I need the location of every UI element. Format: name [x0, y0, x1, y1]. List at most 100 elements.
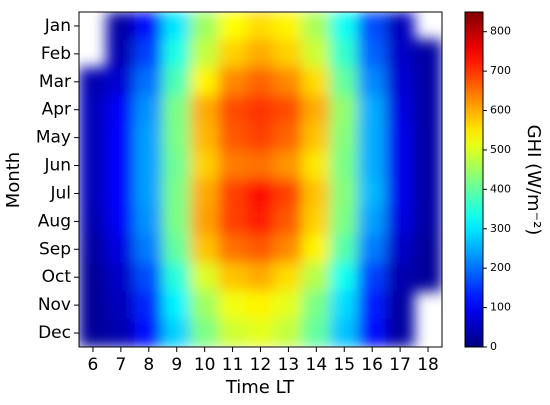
heatmap-cell [385, 179, 415, 208]
heatmap-cell [162, 95, 192, 125]
heatmap-cell [413, 67, 442, 97]
heatmap-cell [357, 206, 387, 236]
heatmap-cell [218, 12, 248, 41]
heatmap-cell [413, 39, 442, 69]
heatmap-cell [79, 206, 108, 236]
heatmap-cell [385, 151, 415, 180]
heatmap-cell [79, 234, 108, 264]
heatmap-cell [357, 123, 387, 153]
heatmap-cell [301, 179, 331, 208]
y-tick-label: Dec [38, 323, 71, 343]
colorbar-tick-label: 500 [490, 143, 511, 156]
heatmap-cell [301, 262, 331, 292]
heatmap-cell [357, 151, 387, 180]
heatmap-cell [79, 318, 108, 347]
heatmap-cell [79, 67, 108, 97]
heatmap-cell [162, 234, 192, 264]
heatmap-cell [385, 95, 415, 125]
heatmap-cell [190, 95, 220, 125]
colorbar-tick-label: 800 [490, 25, 511, 38]
heatmap-cell [246, 318, 275, 347]
y-tick-label: Jan [44, 16, 71, 36]
y-tick-label: Jun [43, 156, 71, 176]
heatmap-cell [106, 123, 136, 153]
heatmap [79, 12, 442, 347]
heatmap-cell [246, 234, 275, 264]
heatmap-cell [162, 290, 192, 320]
heatmap-cell [301, 39, 331, 69]
heatmap-cell [134, 318, 164, 347]
heatmap-cell [301, 67, 331, 97]
heatmap-cell [273, 95, 303, 125]
x-axis-label: Time LT [225, 377, 295, 398]
heatmap-cell [329, 67, 359, 97]
heatmap-cell [162, 151, 192, 180]
heatmap-cell [190, 318, 220, 347]
heatmap-cell [162, 67, 192, 97]
heatmap-cell [273, 262, 303, 292]
y-tick-label: Aug [38, 211, 71, 231]
heatmap-cell [134, 290, 164, 320]
x-tick-label: 16 [361, 355, 383, 375]
heatmap-cell [273, 39, 303, 69]
heatmap-cell [162, 123, 192, 153]
heatmap-cell [218, 67, 248, 97]
y-tick-label: Jul [49, 183, 71, 203]
heatmap-cell [162, 12, 192, 41]
heatmap-cell [190, 67, 220, 97]
heatmap-cell [134, 179, 164, 208]
heatmap-cell [385, 123, 415, 153]
heatmap-cell [106, 12, 136, 41]
heatmap-cell [246, 179, 275, 208]
x-tick-label: 14 [306, 355, 328, 375]
heatmap-cell [246, 206, 275, 236]
heatmap-cell [357, 12, 387, 41]
heatmap-cell [162, 179, 192, 208]
heatmap-cell [134, 123, 164, 153]
heatmap-cell [218, 95, 248, 125]
heatmap-cell [106, 39, 136, 69]
heatmap-cell [329, 123, 359, 153]
heatmap-cell [385, 318, 415, 347]
heatmap-cell [218, 151, 248, 180]
heatmap-cell [190, 39, 220, 69]
heatmap-cell [385, 12, 415, 41]
heatmap-cell [106, 234, 136, 264]
heatmap-cell [246, 123, 275, 153]
heatmap-cell [273, 290, 303, 320]
heatmap-cell [218, 318, 248, 347]
y-tick-label: May [36, 128, 71, 148]
heatmap-cell [218, 39, 248, 69]
heatmap-cell [106, 318, 136, 347]
y-tick-label: Nov [38, 295, 71, 315]
heatmap-cell [79, 151, 108, 180]
heatmap-cell [273, 123, 303, 153]
heatmap-cell [329, 39, 359, 69]
heatmap-cell [273, 179, 303, 208]
x-tick-label: 8 [143, 355, 154, 375]
heatmap-cell [162, 39, 192, 69]
heatmap-cell [162, 262, 192, 292]
heatmap-cell [79, 290, 108, 320]
heatmap-cell [79, 95, 108, 125]
heatmap-cell [246, 262, 275, 292]
heatmap-cell [134, 39, 164, 69]
heatmap-cell [190, 234, 220, 264]
heatmap-cell [134, 206, 164, 236]
heatmap-cell [218, 262, 248, 292]
heatmap-cell [301, 318, 331, 347]
y-tick-label: Apr [42, 100, 71, 120]
heatmap-cell [273, 151, 303, 180]
heatmap-cell [190, 206, 220, 236]
heatmap-cell [329, 290, 359, 320]
heatmap-cell [134, 12, 164, 41]
heatmap-cell [357, 39, 387, 69]
heatmap-cell [190, 290, 220, 320]
colorbar-tick-label: 300 [490, 222, 511, 235]
heatmap-cell [162, 206, 192, 236]
heatmap-cell [134, 67, 164, 97]
heatmap-cell [273, 12, 303, 41]
heatmap-cell [190, 12, 220, 41]
y-tick-label: Sep [39, 239, 71, 259]
heatmap-cell [246, 12, 275, 41]
